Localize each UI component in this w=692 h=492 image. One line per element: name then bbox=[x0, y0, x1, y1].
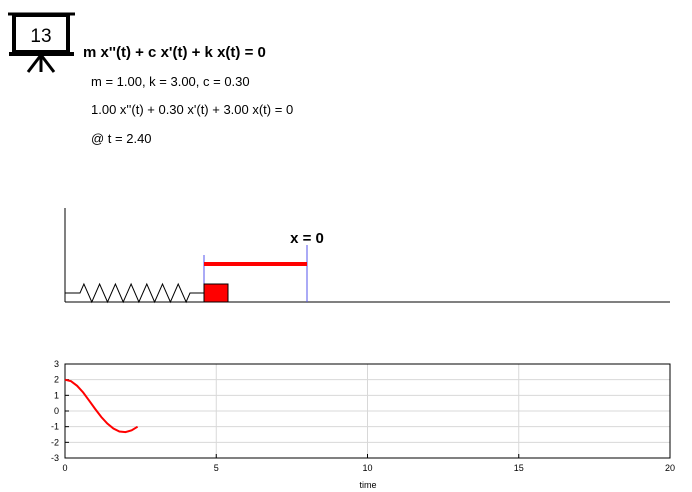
presentation-board-icon: 13 bbox=[8, 12, 75, 73]
substituted-equation: 1.00 x''(t) + 0.30 x'(t) + 3.00 x(t) = 0 bbox=[91, 102, 293, 117]
equilibrium-label: x = 0 bbox=[290, 230, 324, 247]
equation-title: m x''(t) + c x'(t) + k x(t) = 0 bbox=[83, 44, 266, 61]
x-tick-label: 15 bbox=[514, 463, 524, 473]
y-tick-label: 2 bbox=[54, 375, 59, 385]
y-tick-label: -1 bbox=[51, 422, 59, 432]
time-readout: @ t = 2.40 bbox=[91, 131, 152, 146]
y-tick-label: -3 bbox=[51, 453, 59, 463]
series-line-displacement bbox=[64, 378, 139, 434]
badge-number: 13 bbox=[30, 26, 51, 47]
displacement-chart: 0 5 10 15 20 -3 -2 -1 0 1 2 3 time bbox=[51, 359, 675, 490]
y-tick-label: 3 bbox=[54, 359, 59, 369]
x-tick-label: 0 bbox=[62, 463, 67, 473]
x-axis-label: time bbox=[359, 480, 376, 490]
x-tick-label: 10 bbox=[362, 463, 372, 473]
spring-mass-scene: x = 0 bbox=[64, 208, 670, 304]
x-tick-label: 20 bbox=[665, 463, 675, 473]
axis-ticks: 0 5 10 15 20 -3 -2 -1 0 1 2 3 bbox=[51, 359, 675, 473]
spring bbox=[65, 282, 204, 304]
parameter-line: m = 1.00, k = 3.00, c = 0.30 bbox=[91, 74, 250, 89]
y-tick-label: 1 bbox=[54, 390, 59, 400]
y-tick-label: -2 bbox=[51, 437, 59, 447]
x-tick-label: 5 bbox=[214, 463, 219, 473]
mass-block bbox=[203, 283, 229, 303]
chart-grid bbox=[64, 363, 671, 459]
y-tick-label: 0 bbox=[54, 406, 59, 416]
